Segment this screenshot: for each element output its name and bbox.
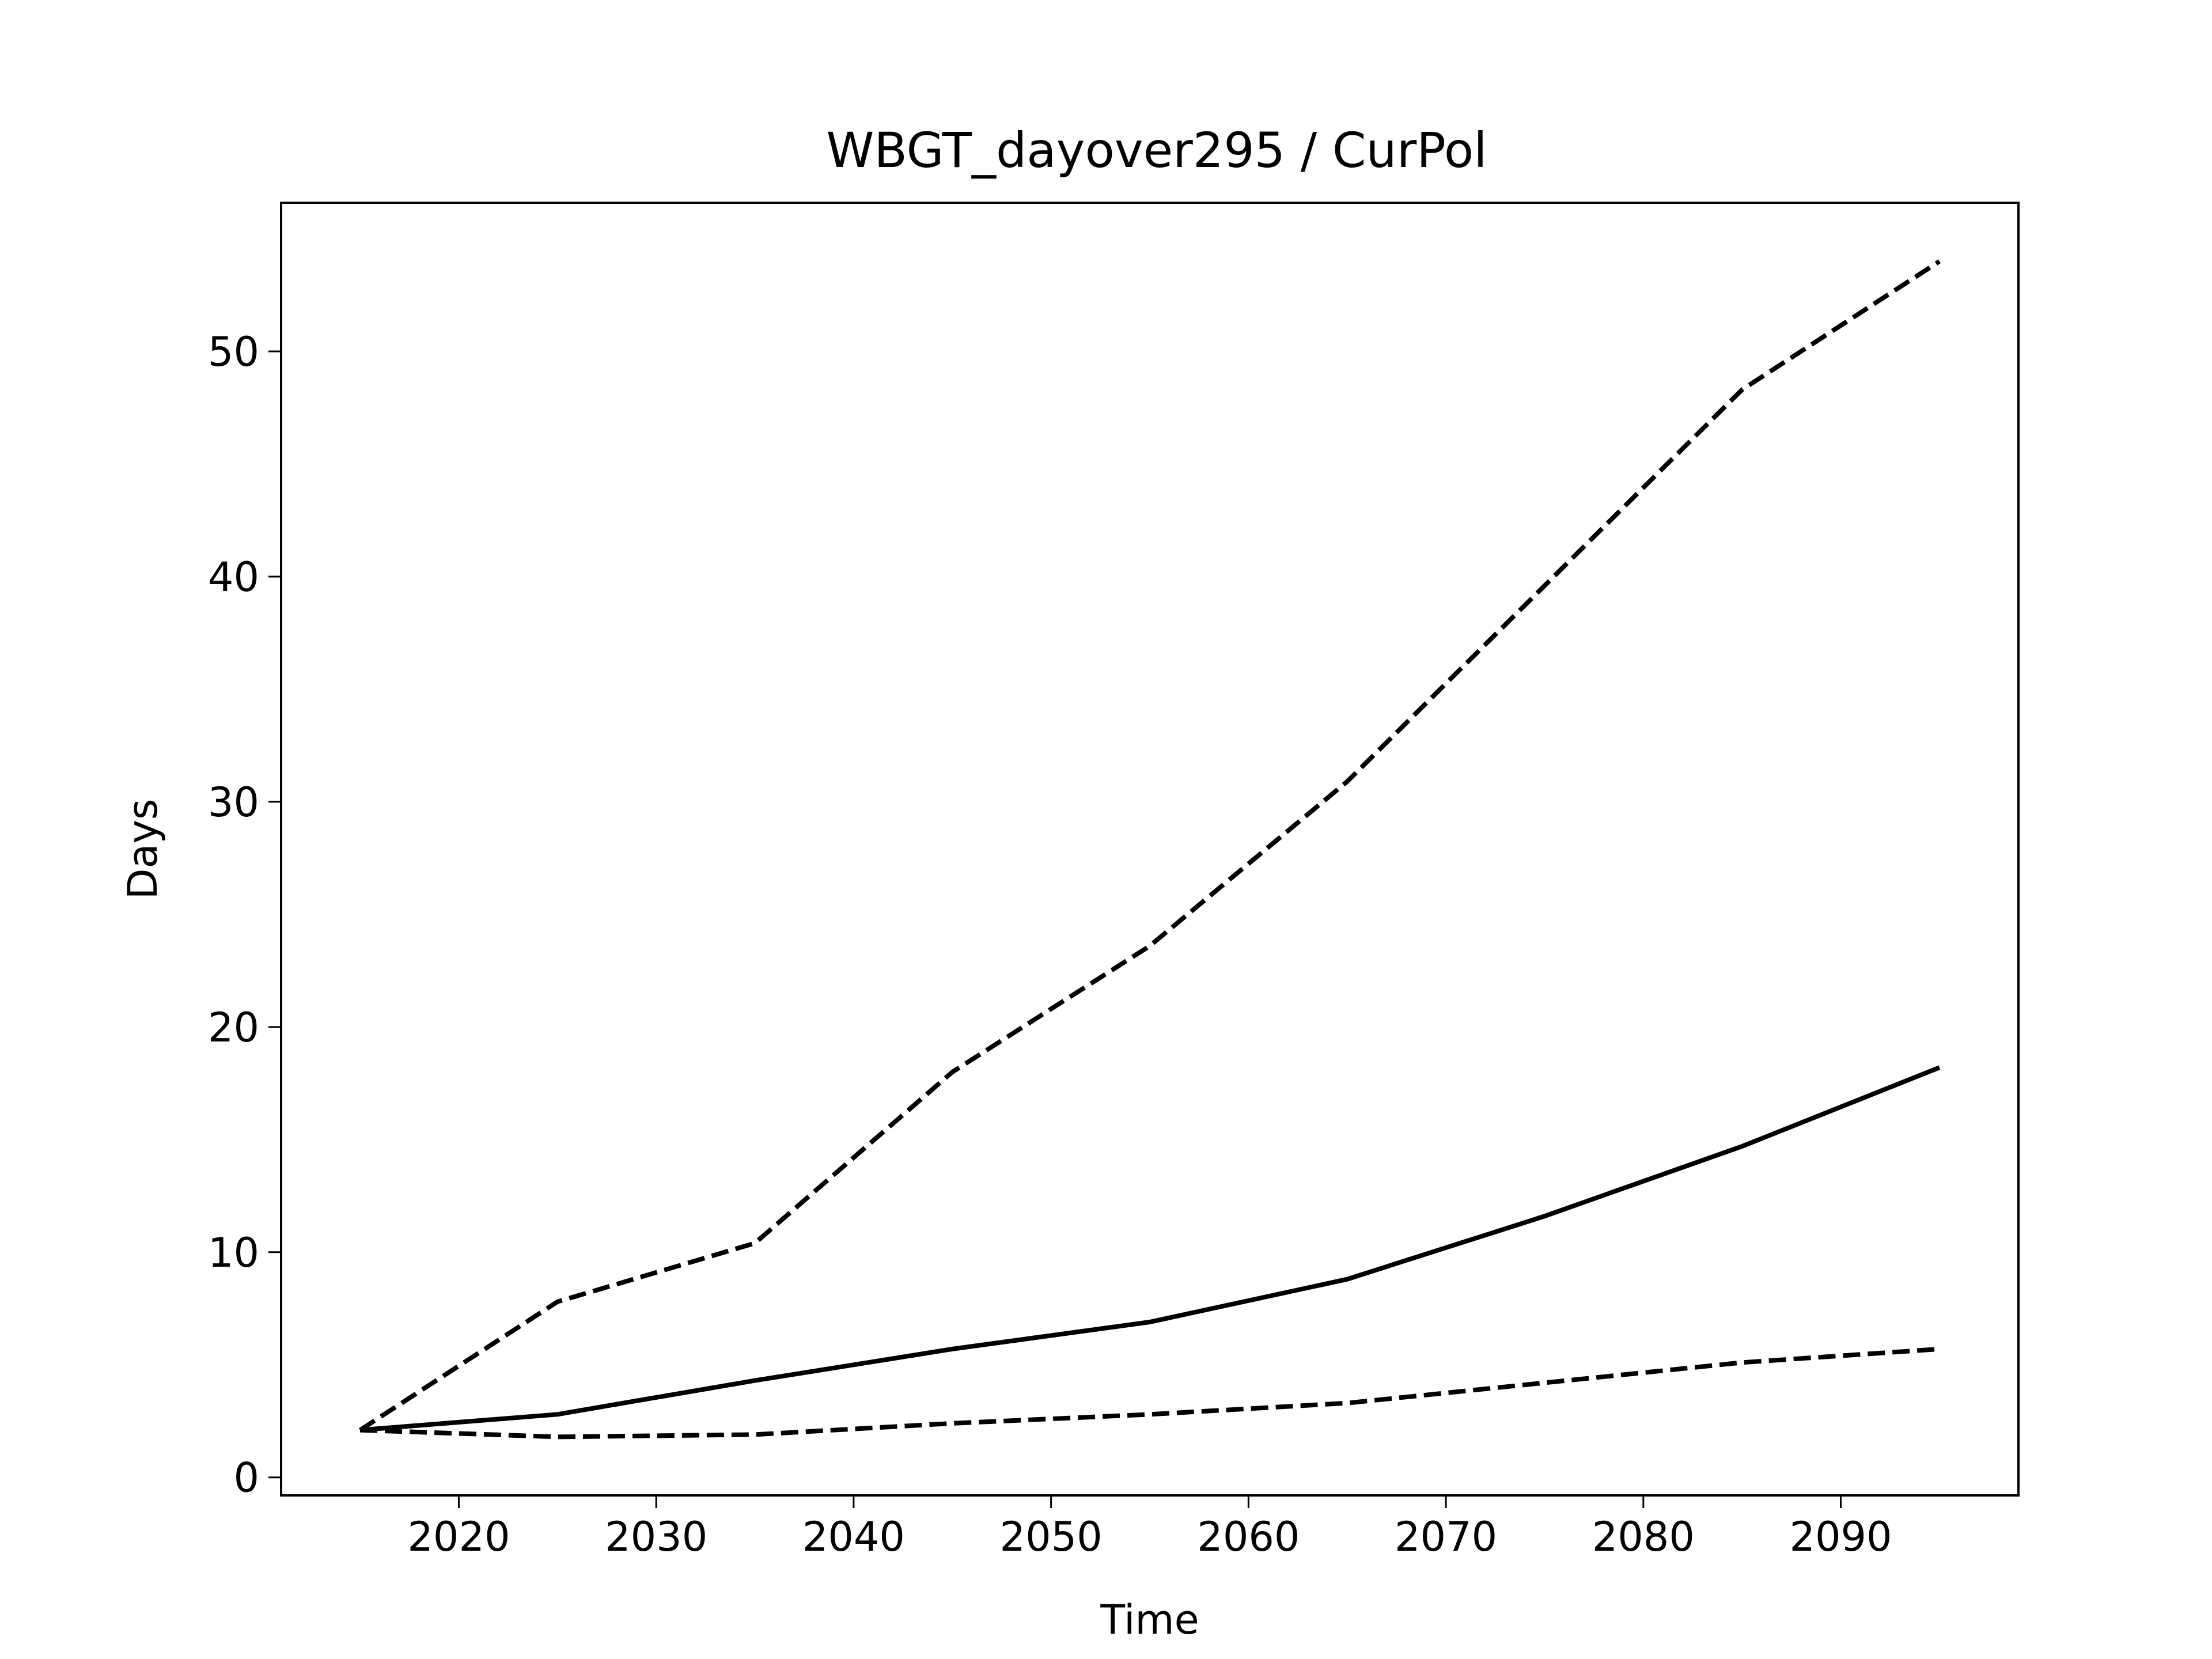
y-tick-label: 30	[208, 779, 259, 826]
y-axis: 0 10 20 30 40 50	[208, 328, 281, 1502]
y-tick-label: 40	[208, 554, 259, 601]
x-tick-label: 2070	[1395, 1513, 1497, 1560]
y-axis-label: Days	[119, 799, 166, 900]
x-axis-label: Time	[1100, 1596, 1199, 1643]
x-axis: 2020 2030 2040 2050 2060 2070 2080 2090	[407, 1495, 1892, 1560]
x-tick-label: 2030	[605, 1513, 707, 1560]
x-tick-label: 2050	[1000, 1513, 1103, 1560]
series-line-1	[358, 259, 1941, 1432]
plot-frame	[280, 202, 2020, 1497]
chart-title: WBGT_dayover295 / CurPol	[826, 122, 1487, 179]
x-tick-label: 2040	[802, 1513, 905, 1560]
x-tick-label: 2080	[1592, 1513, 1695, 1560]
y-tick-label: 10	[208, 1229, 259, 1277]
y-tick-label: 0	[233, 1455, 259, 1502]
y-tick-label: 20	[208, 1004, 259, 1051]
series-line-3	[359, 1346, 1940, 1440]
y-tick-label: 50	[208, 328, 259, 376]
x-tick-label: 2020	[407, 1513, 510, 1560]
series-line-2	[359, 1065, 1941, 1433]
x-tick-label: 2090	[1789, 1513, 1892, 1560]
x-tick-label: 2060	[1197, 1513, 1300, 1560]
plot-area	[358, 259, 1941, 1440]
